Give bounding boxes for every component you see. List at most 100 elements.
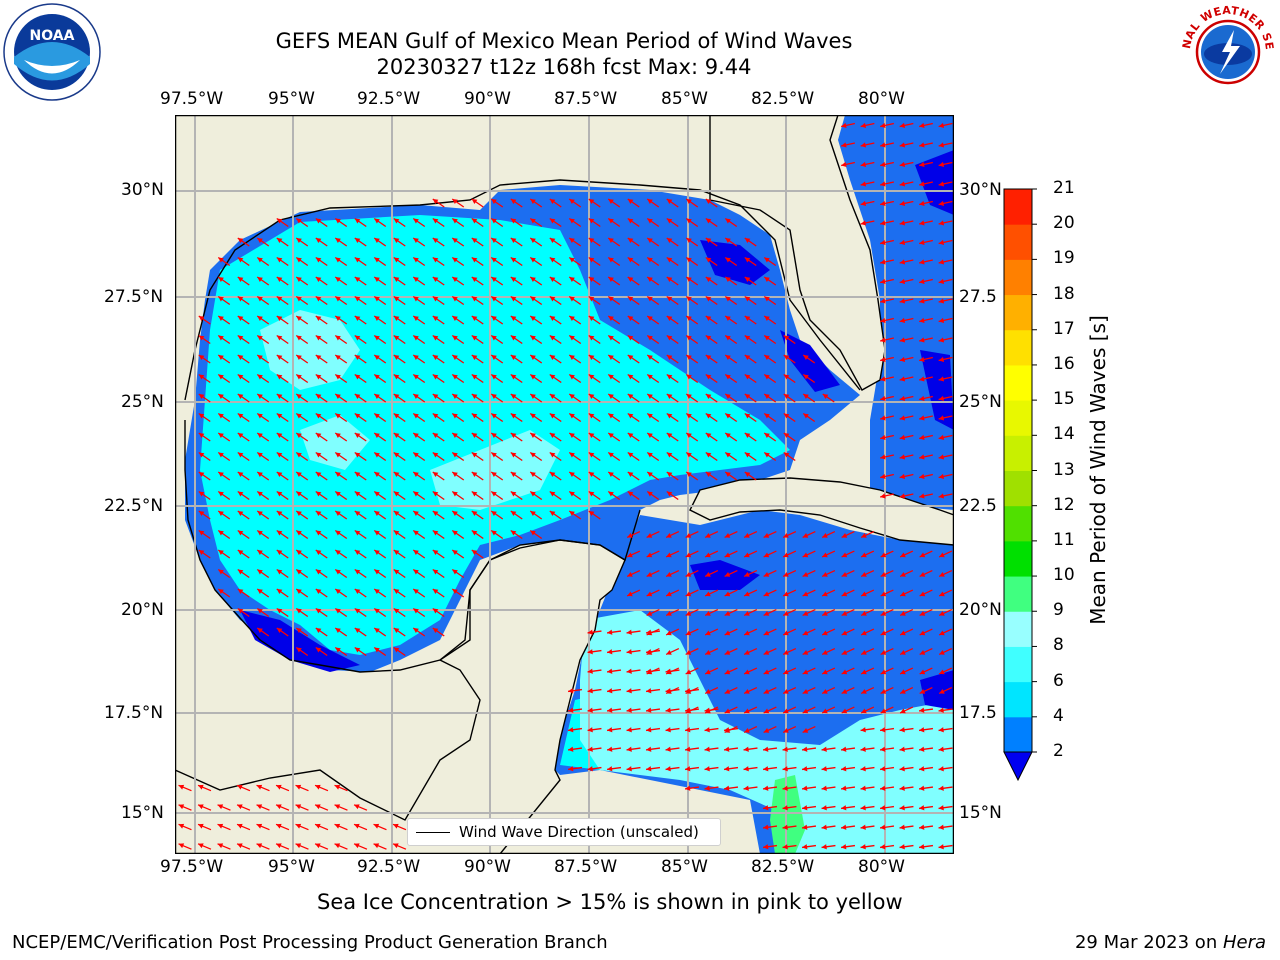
wind-arrow-head [821,805,827,811]
wind-arrow-head [295,784,302,790]
wind-arrow-head [471,530,478,536]
wind-arrow-head [725,433,731,438]
wind-arrow-head [666,610,672,616]
wind-arrow-head [218,511,224,516]
wind-arrow-head [880,161,886,167]
wind-arrow-head [647,296,653,302]
wind-arrow-head [919,669,926,675]
wind-arrow-head [705,532,711,538]
wind-arrow-head [237,257,244,263]
wind-arrow-head [919,571,926,577]
wind-arrow-head [938,220,945,226]
wind-arrow-head [802,746,808,752]
wind-arrow-head [919,239,925,245]
wind-arrow-head [296,374,302,380]
wind-arrow-head [218,335,224,341]
wind-arrow-head [491,472,497,477]
wind-arrow-head [354,277,361,282]
wind-arrow-head [315,608,322,614]
caribbean-water-deep [920,670,954,710]
wind-arrow-head [491,218,497,224]
wind-arrow-head [880,337,886,343]
wind-arrow-head [295,804,302,810]
wind-arrow-head [822,669,828,675]
wind-arrow-head [686,316,692,321]
wind-arrow-head [783,591,789,597]
wind-arrow-head [764,316,770,321]
colorbar-tick-label: 19 [1053,248,1075,269]
wind-arrow-head [646,668,652,674]
wind-arrow-head [510,413,517,419]
wind-arrow-head [705,552,711,558]
colorbar-underflow-triangle [1003,751,1033,782]
wind-arrow-head [335,296,341,302]
wind-arrow-head [647,257,653,263]
wind-arrow-head [939,669,945,675]
wind-arrow-head [705,630,711,636]
wind-arrow-head [587,746,593,752]
wind-arrow-head [530,218,536,224]
colorbar-band [1004,224,1032,260]
wind-arrow-head [899,356,906,362]
wind-arrow-head [198,374,205,380]
wind-arrow-head [686,433,692,438]
wind-arrow-head [257,257,263,263]
lon-label: 90°W [464,89,511,109]
wind-arrow-head [587,766,593,772]
wind-arrow-head [783,649,789,655]
lat-label: 15°N [959,803,1002,823]
wind-arrow-head [218,452,224,458]
caribbean-water-deep [690,560,760,590]
wind-arrow-head [237,355,244,360]
wind-arrow-head [646,552,653,558]
wind-arrow-head [452,277,458,282]
wind-arrow-head [587,629,593,635]
wind-arrow-head [608,335,614,341]
wind-arrow-head [432,316,439,321]
wind-arrow-head [763,844,769,850]
lat-label: 17.5 [959,703,997,723]
wind-arrow-head [802,805,808,811]
wind-arrow-head [705,335,712,341]
wind-arrow-head [256,843,263,849]
wind-arrow-head [704,766,710,772]
wind-arrow-head [335,628,341,633]
wind-arrow-head [899,766,905,772]
wind-arrow-head [295,843,302,849]
wind-arrow-head [413,433,419,438]
wind-arrow-head [276,569,283,575]
wind-arrow-head [919,161,925,167]
wind-arrow-head [686,355,692,360]
wind-arrow-head [588,472,595,477]
wind-arrow-head [452,491,458,497]
colorbar-band [1004,400,1032,436]
gulf-water-pale [260,310,360,390]
wind-arrow-head [452,550,458,555]
wind-arrow-head [510,277,517,282]
wind-arrow-head [198,511,205,516]
wind-arrow-head [432,394,439,399]
wind-arrow-head [744,296,751,302]
wind-arrow-head [899,142,906,148]
wind-arrow-head [647,374,653,380]
wind-arrow-head [899,493,906,499]
wind-arrow-head [569,374,575,380]
wind-arrow-head [393,608,400,614]
wind-arrow-head [627,491,634,497]
wind-arrow-head [334,804,341,810]
wind-arrow-head [705,571,711,577]
wind-arrow-head [354,608,361,614]
wind-arrow-head [354,413,361,419]
wind-arrow-head [803,394,809,399]
wind-arrow-head [724,669,731,675]
wind-arrow-head [626,727,632,733]
wind-arrow-head [491,238,497,243]
colorbar-band [1004,259,1032,296]
wind-arrow-head [783,688,789,694]
wind-arrow-head [237,238,244,243]
wind-arrow-head [763,805,769,811]
wind-arrow-head [705,669,711,675]
wind-arrow-head [627,552,633,558]
wind-arrow-head [374,530,380,536]
wind-arrow-head [491,452,497,458]
